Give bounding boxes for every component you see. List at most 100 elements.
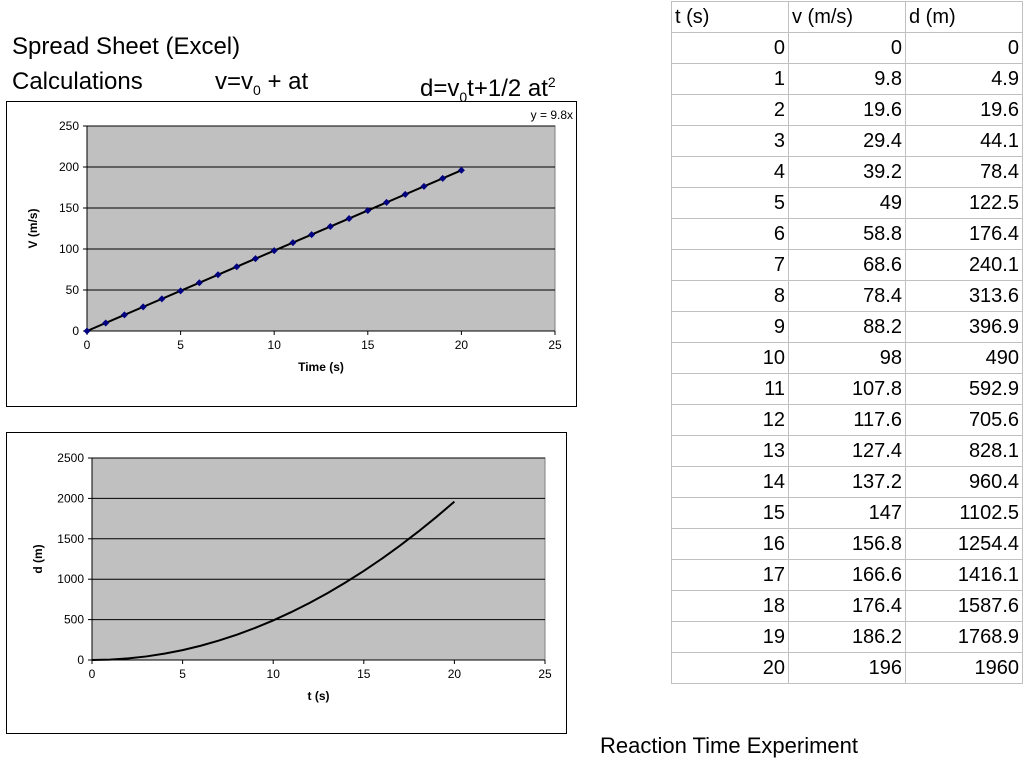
- velocity-chart-svg: 0 50 100 150 200 250 0 5 10 15 20 25 Time (s) V (m/s)…: [26, 108, 573, 374]
- footer-caption: Reaction Time Experiment: [600, 733, 858, 758]
- table-cell: 4: [671, 156, 789, 188]
- table-cell: 20: [671, 652, 789, 684]
- table-cell: 1768.9: [905, 621, 1023, 653]
- x-tick-label: 10: [267, 667, 281, 681]
- table-row: 10 98 490: [671, 342, 1023, 374]
- table-cell: 1960: [905, 652, 1023, 684]
- table-cell: 6: [671, 218, 789, 250]
- y-tick-label: 200: [59, 160, 79, 174]
- table-row: 1 9.8 4.9: [671, 63, 1023, 95]
- x-tick-label: 15: [361, 338, 375, 352]
- table-row: 20 196 1960: [671, 652, 1023, 684]
- x-axis-title: Time (s): [298, 360, 344, 374]
- table-cell: 17: [671, 559, 789, 591]
- header-cell: d (m): [905, 1, 1023, 33]
- table-cell: 9: [671, 311, 789, 343]
- table-cell: 156.8: [788, 528, 906, 560]
- x-tick-label: 25: [548, 338, 562, 352]
- plot-area: [91, 457, 546, 661]
- table-cell: 19: [671, 621, 789, 653]
- y-tick-label: 250: [59, 119, 79, 133]
- table-cell: 18: [671, 590, 789, 622]
- velocity-chart: 0 50 100 150 200 250 0 5 10 15 20 25 Time (s) V (m/s)…: [6, 101, 577, 407]
- table-row: 5 49 122.5: [671, 187, 1023, 219]
- table-cell: 313.6: [905, 280, 1023, 312]
- header-cell: t (s): [671, 1, 789, 33]
- table-row: 7 68.6 240.1: [671, 249, 1023, 281]
- distance-equation: d=v0t+1/2 at2: [420, 74, 556, 105]
- table-cell: 8: [671, 280, 789, 312]
- table-header-row: t (s) v (m/s) d (m): [671, 1, 1023, 33]
- table-row: 6 58.8 176.4: [671, 218, 1023, 250]
- x-tick-label: 15: [357, 667, 371, 681]
- table-cell: 1587.6: [905, 590, 1023, 622]
- data-point: [139, 303, 147, 311]
- table-cell: 1102.5: [905, 497, 1023, 529]
- y-tick-label: 2500: [57, 451, 84, 465]
- y-axis-title: d (m): [31, 544, 45, 573]
- velocity-equation: v=v0 + at: [215, 68, 309, 98]
- data-point: [345, 214, 353, 222]
- table-cell: 78.4: [905, 156, 1023, 188]
- table-cell: 16: [671, 528, 789, 560]
- table-body: 0 0 0 1 9.8 4.9 2 19.6 19.6 3 29.4 44.1 4 39.2 78.4 5 49…: [671, 32, 1023, 684]
- table-row: 4 39.2 78.4: [671, 156, 1023, 188]
- y-tick-label: 150: [59, 201, 79, 215]
- y-tick-label: 50: [66, 283, 80, 297]
- table-cell: 0: [905, 32, 1023, 64]
- x-tick-label: 0: [84, 338, 91, 352]
- table-cell: 12: [671, 404, 789, 436]
- table-cell: 11: [671, 373, 789, 405]
- x-tick-label: 5: [179, 667, 186, 681]
- table-cell: 5: [671, 187, 789, 219]
- y-tick-label: 500: [64, 613, 84, 627]
- table-cell: 44.1: [905, 125, 1023, 157]
- x-tick-label: 20: [455, 338, 469, 352]
- data-point: [270, 247, 278, 255]
- table-row: 9 88.2 396.9: [671, 311, 1023, 343]
- table-row: 13 127.4 828.1: [671, 435, 1023, 467]
- table-cell: 14: [671, 466, 789, 498]
- data-point: [102, 319, 110, 327]
- table-cell: 4.9: [905, 63, 1023, 95]
- table-cell: 127.4: [788, 435, 906, 467]
- table-cell: 2: [671, 94, 789, 126]
- table-cell: 592.9: [905, 373, 1023, 405]
- data-point: [251, 255, 259, 263]
- table-row: 19 186.2 1768.9: [671, 621, 1023, 653]
- data-point: [120, 311, 128, 319]
- table-cell: 3: [671, 125, 789, 157]
- x-axis-title: t (s): [308, 689, 330, 703]
- table-cell: 88.2: [788, 311, 906, 343]
- header-cell: v (m/s): [788, 1, 906, 33]
- table-cell: 166.6: [788, 559, 906, 591]
- title-line-2: Calculations: [12, 68, 143, 95]
- table-cell: 19.6: [905, 94, 1023, 126]
- table-cell: 0: [671, 32, 789, 64]
- table-cell: 68.6: [788, 249, 906, 281]
- distance-chart-svg: 0 500 1000 1500 2000 2500 0 5 10 15 20 25 t (s) d (m): [31, 451, 552, 703]
- distance-series-line: [91, 500, 456, 661]
- y-axis-title: V (m/s): [26, 208, 40, 248]
- data-point: [195, 279, 203, 287]
- table-cell: 240.1: [905, 249, 1023, 281]
- y-tick-label: 1000: [57, 572, 84, 586]
- y-tick-label: 2000: [57, 491, 84, 505]
- y-tick-label: 0: [72, 324, 79, 338]
- table-cell: 7: [671, 249, 789, 281]
- table-cell: 10: [671, 342, 789, 374]
- table-row: 18 176.4 1587.6: [671, 590, 1023, 622]
- data-point: [233, 263, 241, 271]
- table-row: 11 107.8 592.9: [671, 373, 1023, 405]
- table-cell: 960.4: [905, 466, 1023, 498]
- table-cell: 396.9: [905, 311, 1023, 343]
- table-row: 17 166.6 1416.1: [671, 559, 1023, 591]
- table-cell: 1: [671, 63, 789, 95]
- table-row: 2 19.6 19.6: [671, 94, 1023, 126]
- table-cell: 9.8: [788, 63, 906, 95]
- x-tick-label: 5: [177, 338, 184, 352]
- data-point: [83, 327, 91, 335]
- data-point: [289, 239, 297, 247]
- data-point: [177, 287, 185, 295]
